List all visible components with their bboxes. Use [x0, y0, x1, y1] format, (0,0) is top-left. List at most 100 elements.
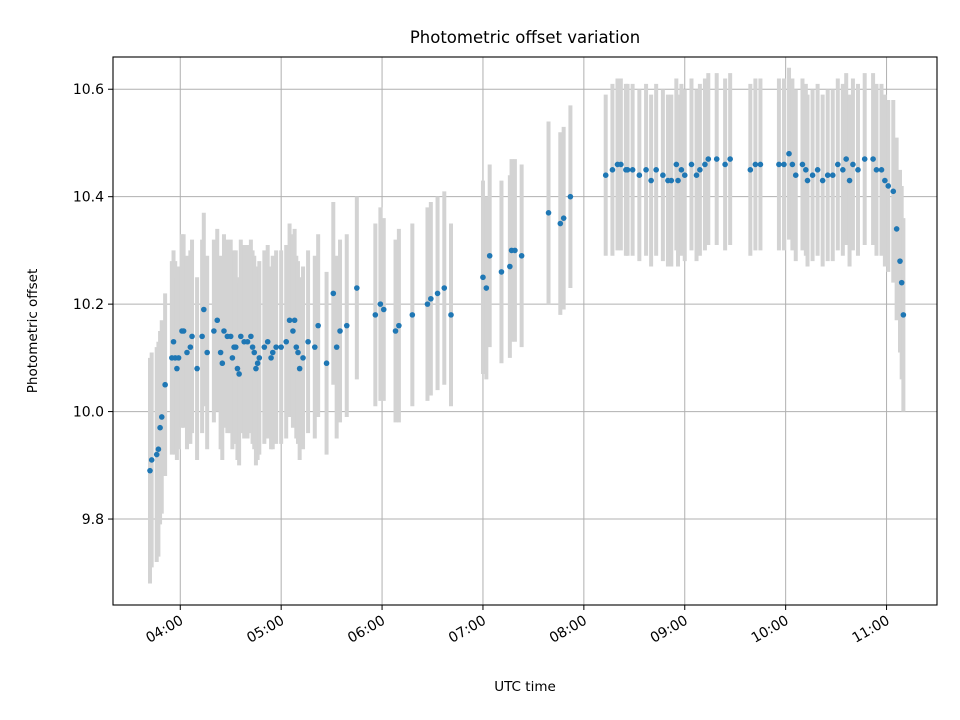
- data-point: [855, 167, 861, 173]
- data-point: [148, 457, 155, 463]
- data-point: [602, 172, 609, 178]
- data-point: [486, 252, 493, 259]
- data-point: [291, 317, 298, 324]
- y-tick-label: 10.0: [73, 405, 104, 421]
- data-point: [305, 338, 311, 345]
- data-point: [545, 210, 552, 216]
- y-tick-label: 9.8: [82, 512, 104, 528]
- data-point: [261, 344, 268, 350]
- data-point: [256, 355, 263, 361]
- data-point: [747, 167, 754, 173]
- data-point: [688, 161, 695, 168]
- data-point: [238, 333, 244, 340]
- data-point: [803, 167, 809, 173]
- data-point: [882, 177, 888, 184]
- data-point: [893, 226, 900, 232]
- data-point: [824, 172, 831, 178]
- data-point: [781, 161, 787, 168]
- y-axis-ticks: 9.8 10.0 10.2 10.4 10.6: [73, 82, 113, 528]
- data-point: [264, 338, 271, 345]
- data-point: [283, 338, 290, 345]
- data-point: [273, 344, 279, 350]
- data-point: [227, 333, 234, 340]
- data-point: [184, 349, 190, 356]
- data-point: [567, 193, 574, 200]
- data-point: [311, 344, 318, 350]
- data-point: [409, 312, 416, 318]
- data-point: [300, 355, 306, 361]
- data-point: [372, 312, 379, 318]
- data-point: [840, 167, 846, 173]
- data-point: [244, 338, 251, 345]
- data-point: [441, 285, 448, 291]
- data-point: [278, 344, 284, 350]
- data-point: [480, 274, 486, 281]
- data-point: [248, 333, 254, 340]
- data-point: [870, 156, 876, 162]
- data-point: [380, 306, 387, 313]
- data-point: [483, 285, 490, 291]
- data-point: [354, 285, 360, 291]
- data-point: [315, 322, 321, 329]
- data-point: [204, 349, 210, 356]
- y-tick-label: 10.2: [73, 297, 104, 313]
- data-point: [786, 150, 792, 157]
- data-point: [693, 172, 700, 178]
- data-point: [804, 177, 811, 184]
- data-point: [330, 290, 337, 297]
- data-point: [776, 161, 782, 168]
- data-point: [648, 177, 654, 184]
- data-point: [293, 344, 300, 350]
- data-point: [170, 338, 177, 345]
- data-point: [507, 263, 513, 270]
- data-point: [392, 328, 399, 334]
- plot-area-frame: [112, 56, 938, 606]
- data-point: [323, 360, 330, 367]
- data-point: [873, 167, 880, 173]
- data-point: [752, 161, 759, 168]
- data-point: [221, 328, 227, 334]
- y-tick-label: 10.6: [73, 82, 104, 98]
- data-point: [175, 355, 182, 361]
- x-axis-label: UTC time: [494, 679, 556, 695]
- data-point: [518, 252, 525, 259]
- y-tick-label: 10.4: [73, 190, 104, 206]
- data-point: [199, 333, 205, 340]
- data-point: [885, 183, 892, 189]
- data-point: [189, 333, 195, 340]
- data-point: [147, 467, 153, 474]
- data-point: [155, 446, 162, 452]
- data-point: [201, 306, 207, 313]
- data-point: [498, 269, 505, 275]
- data-point: [697, 167, 703, 173]
- data-point: [799, 161, 806, 168]
- data-point: [897, 258, 903, 264]
- data-point: [217, 349, 224, 356]
- data-point: [333, 344, 340, 350]
- data-point: [861, 156, 868, 162]
- data-point: [702, 161, 708, 168]
- data-point: [890, 188, 897, 195]
- data-point: [448, 312, 454, 318]
- data-point: [219, 360, 226, 367]
- data-point: [158, 414, 165, 420]
- data-point: [377, 301, 384, 307]
- data-point: [434, 290, 441, 297]
- data-point: [792, 172, 799, 178]
- data-point: [254, 360, 261, 367]
- data-point: [834, 161, 841, 168]
- data-point: [678, 167, 685, 173]
- data-point: [428, 295, 434, 302]
- data-points: [147, 150, 907, 474]
- data-point: [673, 161, 680, 168]
- data-point: [843, 156, 849, 162]
- data-point: [232, 344, 239, 350]
- data-point: [757, 161, 764, 168]
- data-point: [295, 349, 301, 356]
- data-point: [668, 177, 675, 184]
- data-point: [624, 167, 631, 173]
- data-point: [636, 172, 643, 178]
- data-point: [187, 344, 194, 350]
- data-point: [713, 156, 720, 162]
